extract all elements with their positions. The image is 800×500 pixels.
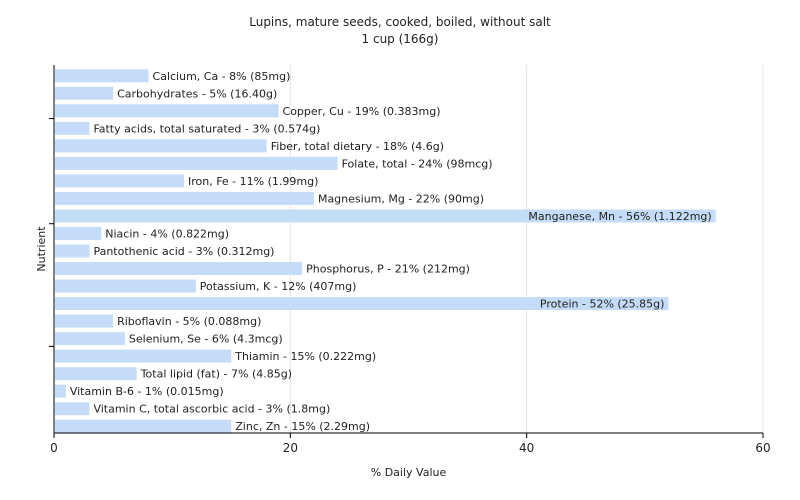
bar-label: Vitamin C, total ascorbic acid - 3% (1.8… (93, 403, 330, 416)
bar-label: Fiber, total dietary - 18% (4.6g) (271, 140, 444, 153)
bar-label: Phosphorus, P - 21% (212mg) (306, 263, 470, 276)
bar-label: Vitamin B-6 - 1% (0.015mg) (70, 385, 224, 398)
bar (55, 191, 314, 205)
bar (55, 104, 279, 118)
bar (55, 139, 267, 153)
bar (55, 244, 90, 258)
bar-label: Carbohydrates - 5% (16.40g) (117, 87, 277, 100)
bar-label: Protein - 52% (25.85g) (540, 298, 665, 311)
bar (55, 262, 303, 276)
bar (55, 279, 196, 293)
bar-label: Zinc, Zn - 15% (2.29mg) (235, 420, 370, 433)
y-axis-label: Nutrient (35, 226, 48, 272)
bar (55, 384, 66, 398)
bar-label: Copper, Cu - 19% (0.383mg) (283, 105, 441, 118)
bar (55, 156, 338, 170)
x-axis-label: % Daily Value (371, 466, 447, 479)
bar (55, 86, 114, 100)
bar (55, 402, 90, 416)
bar-label: Iron, Fe - 11% (1.99mg) (188, 175, 318, 188)
bar-label: Potassium, K - 12% (407mg) (200, 280, 357, 293)
x-tick-label: 0 (50, 441, 58, 455)
bar (55, 367, 137, 381)
bar (55, 69, 149, 83)
bar (55, 419, 232, 433)
bar-label: Selenium, Se - 6% (4.3mcg) (129, 333, 283, 346)
x-tick-label: 40 (519, 441, 534, 455)
bar-label: Magnesium, Mg - 22% (90mg) (318, 192, 484, 205)
bar-label: Total lipid (fat) - 7% (4.85g) (140, 368, 292, 381)
x-tick-label: 60 (755, 441, 770, 455)
bar (55, 226, 102, 240)
bar-label: Pantothenic acid - 3% (0.312mg) (93, 245, 274, 258)
bar-label: Riboflavin - 5% (0.088mg) (117, 315, 261, 328)
bar-label: Fatty acids, total saturated - 3% (0.574… (93, 122, 320, 135)
bar-label: Thiamin - 15% (0.222mg) (234, 350, 376, 363)
bar (55, 314, 114, 328)
x-tick-label: 20 (283, 441, 298, 455)
bar (55, 121, 90, 135)
bar (55, 349, 232, 363)
bar-label: Niacin - 4% (0.822mg) (105, 227, 229, 240)
bar (55, 297, 669, 311)
chart-title: Lupins, mature seeds, cooked, boiled, wi… (249, 15, 551, 29)
bar (55, 209, 716, 223)
bar-label: Folate, total - 24% (98mcg) (342, 157, 493, 170)
bar-label: Manganese, Mn - 56% (1.122mg) (528, 210, 711, 223)
bar-label: Calcium, Ca - 8% (85mg) (153, 70, 291, 83)
bar (55, 332, 125, 346)
chart-subtitle: 1 cup (166g) (361, 32, 439, 46)
bar (55, 174, 184, 188)
